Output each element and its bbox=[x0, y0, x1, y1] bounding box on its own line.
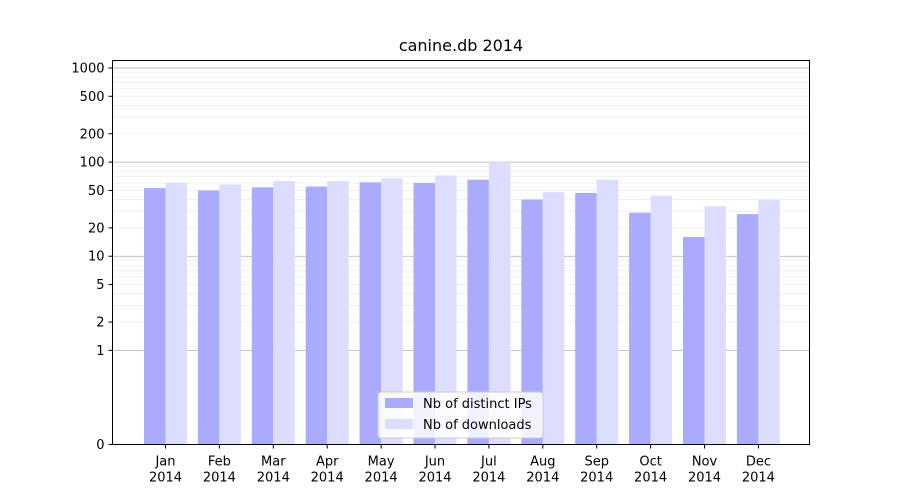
y-tick-label: 5 bbox=[96, 278, 104, 293]
plot-frame bbox=[112, 60, 810, 445]
bar-downloads bbox=[435, 175, 457, 445]
bar-distinct-ips bbox=[629, 212, 651, 445]
bar-downloads bbox=[758, 199, 780, 445]
bar-distinct-ips bbox=[467, 179, 489, 445]
bar-distinct-ips bbox=[305, 186, 328, 445]
bar-distinct-ips bbox=[736, 214, 759, 445]
y-tick-label: 20 bbox=[88, 221, 105, 236]
bar-downloads bbox=[273, 180, 295, 445]
x-tick-label: Apr 2014 bbox=[311, 455, 344, 486]
y-axis: 0 1 2 5 10 20 50 100 200 500 1000 bbox=[71, 61, 113, 453]
legend: Nb of distinct IPs Nb of downloads bbox=[377, 391, 544, 439]
y-tick-label: 10 bbox=[88, 250, 105, 265]
x-tick-label: Nov 2014 bbox=[688, 455, 721, 486]
bar-distinct-ips bbox=[521, 199, 543, 445]
chart-title: canine.db 2014 bbox=[399, 36, 523, 55]
x-axis: Jan 2014 Feb 2014 Mar 2014 Apr 2014 May 2014 Jun 20… bbox=[149, 444, 775, 486]
bar-distinct-ips bbox=[575, 192, 597, 445]
x-tick-label: Mar 2014 bbox=[257, 455, 290, 486]
bar-downloads bbox=[650, 195, 673, 445]
bar-downloads bbox=[327, 180, 349, 445]
bar-downloads bbox=[219, 184, 241, 445]
y-tick-label: 100 bbox=[80, 156, 105, 171]
bar-distinct-ips bbox=[359, 182, 382, 445]
x-tick-label: Jan 2014 bbox=[149, 455, 182, 486]
bar-downloads bbox=[165, 182, 187, 445]
legend-label-downloads: Nb of downloads bbox=[423, 418, 532, 433]
x-tick-label: Sep 2014 bbox=[580, 455, 613, 486]
y-tick-label: 0 bbox=[96, 438, 104, 453]
bar-downloads bbox=[704, 206, 726, 445]
y-tick-label: 200 bbox=[80, 127, 105, 142]
x-tick-label: Dec 2014 bbox=[742, 455, 775, 486]
bar-downloads bbox=[381, 178, 403, 445]
y-tick-label: 50 bbox=[88, 184, 105, 199]
bar-distinct-ips bbox=[413, 182, 435, 445]
x-tick-label: Jul 2014 bbox=[472, 455, 505, 486]
y-tick-label: 500 bbox=[80, 90, 105, 105]
x-tick-label: Oct 2014 bbox=[634, 455, 667, 486]
x-tick-label: Feb 2014 bbox=[203, 455, 236, 486]
bar-distinct-ips bbox=[251, 187, 274, 445]
legend-swatch-distinct-ips bbox=[385, 398, 413, 408]
x-tick-label: May 2014 bbox=[365, 455, 398, 486]
x-tick-label: Jun 2014 bbox=[418, 455, 451, 486]
x-tick-label: Aug 2014 bbox=[526, 455, 559, 486]
legend-box bbox=[377, 391, 544, 439]
bar-downloads bbox=[542, 192, 565, 445]
bar-distinct-ips bbox=[144, 188, 166, 445]
bar-downloads bbox=[596, 179, 619, 445]
y-tick-label: 1 bbox=[96, 344, 104, 359]
bar-distinct-ips bbox=[197, 190, 220, 445]
y-tick-label: 2 bbox=[96, 316, 104, 331]
bars bbox=[144, 162, 780, 445]
legend-swatch-downloads bbox=[385, 419, 413, 429]
bar-distinct-ips bbox=[683, 237, 705, 445]
bar-downloads bbox=[488, 162, 511, 445]
y-tick-label: 1000 bbox=[71, 61, 104, 76]
legend-label-distinct-ips: Nb of distinct IPs bbox=[423, 397, 532, 412]
